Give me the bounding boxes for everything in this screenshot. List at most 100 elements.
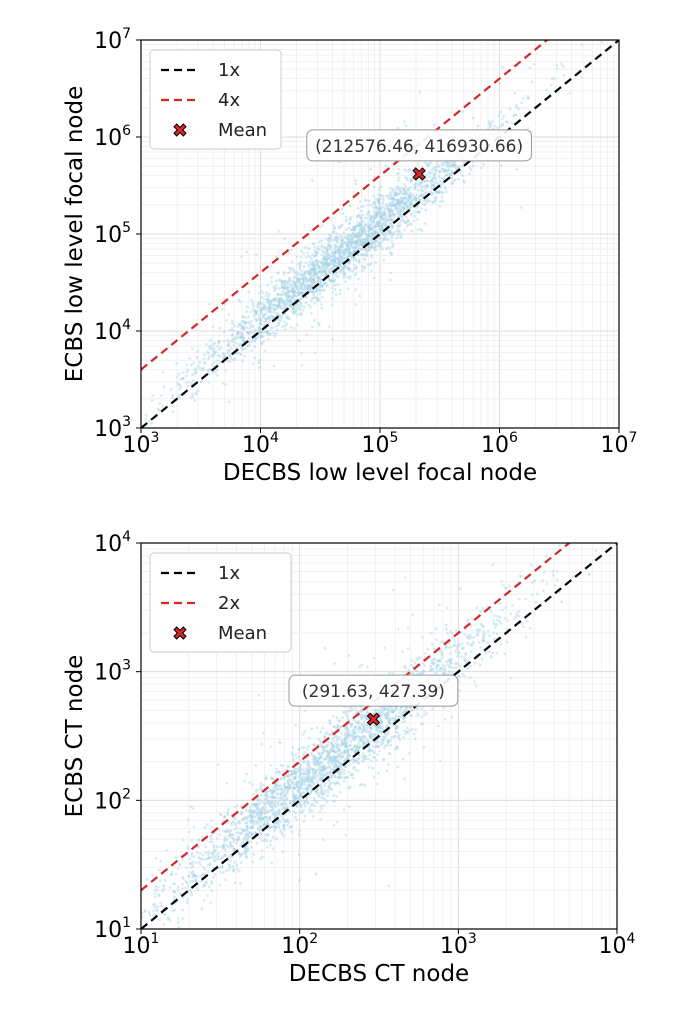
scatter-point: [462, 646, 465, 650]
scatter-point: [243, 836, 247, 839]
scatter-point: [375, 744, 379, 748]
scatter-point: [391, 716, 395, 720]
scatter-point: [378, 708, 382, 712]
scatter-point: [239, 812, 243, 816]
scatter-point: [391, 196, 394, 200]
scatter-point: [218, 360, 222, 364]
scatter-point: [322, 748, 325, 752]
scatter-point: [281, 803, 285, 807]
scatter-point: [276, 803, 280, 807]
scatter-point: [333, 255, 336, 258]
legend-label: 1x: [218, 60, 240, 81]
scatter-point: [227, 349, 231, 353]
scatter-point: [382, 199, 385, 202]
scatter-point: [354, 245, 358, 249]
scatter-point: [331, 297, 334, 300]
scatter-point: [336, 781, 339, 785]
scatter-point: [256, 827, 260, 830]
scatter-point: [306, 280, 309, 284]
scatter-point: [360, 248, 363, 252]
scatter-point: [371, 235, 374, 238]
scatter-point: [413, 661, 417, 664]
scatter-point: [334, 236, 338, 239]
scatter-point: [230, 823, 234, 827]
scatter-point: [400, 196, 403, 199]
scatter-point: [369, 219, 373, 223]
scatter-point: [307, 774, 311, 777]
scatter-point: [328, 253, 332, 257]
scatter-point: [386, 708, 390, 712]
scatter-point: [338, 234, 342, 237]
scatter-point: [322, 757, 326, 761]
scatter-point: [456, 651, 460, 655]
scatter-point: [302, 279, 306, 283]
scatter-point: [315, 789, 319, 792]
scatter-point: [238, 821, 242, 825]
scatter-point: [221, 865, 224, 869]
scatter-point: [252, 811, 256, 815]
scatter-point: [190, 893, 194, 897]
scatter-point: [312, 272, 316, 275]
scatter-point: [292, 280, 296, 284]
scatter-point: [321, 792, 325, 796]
scatter-point: [495, 623, 499, 626]
scatter-point: [275, 324, 278, 328]
scatter-point: [446, 663, 450, 667]
scatter-point: [380, 227, 384, 231]
scatter-point: [307, 766, 311, 769]
scatter-point: [318, 285, 322, 289]
scatter-point: [348, 251, 352, 255]
scatter-point: [291, 267, 294, 270]
scatter-point: [315, 768, 318, 772]
scatter-point: [332, 746, 336, 750]
scatter-point: [199, 863, 203, 867]
scatter-point: [312, 278, 316, 281]
scatter-point: [326, 788, 330, 792]
scatter-point: [492, 622, 496, 626]
scatter-point: [440, 167, 444, 171]
scatter-point: [250, 319, 254, 323]
scatter-point: [259, 331, 262, 334]
scatter-point: [524, 636, 528, 639]
scatter-point: [448, 669, 451, 673]
scatter-point: [330, 250, 334, 254]
scatter-point: [327, 779, 331, 783]
scatter-point: [396, 224, 399, 228]
scatter-point: [266, 329, 270, 333]
scatter-point: [233, 860, 237, 864]
scatter-point: [315, 258, 319, 262]
scatter-point: [444, 168, 448, 172]
scatter-point: [363, 735, 366, 739]
scatter-point: [307, 278, 311, 282]
scatter-point: [299, 260, 303, 264]
scatter-point: [178, 383, 182, 387]
scatter-point: [285, 819, 288, 823]
scatter-point: [372, 220, 375, 224]
scatter-point: [409, 179, 413, 183]
scatter-point: [216, 354, 220, 358]
scatter-point: [308, 289, 312, 293]
scatter-point: [366, 236, 369, 240]
scatter-point: [297, 787, 301, 791]
scatter-point: [302, 760, 306, 764]
scatter-point: [372, 756, 376, 759]
scatter-point: [399, 219, 403, 222]
legend-swatch-mean: [173, 123, 187, 137]
scatter-point: [288, 299, 291, 302]
scatter-point: [335, 755, 338, 759]
scatter-point: [257, 693, 261, 697]
scatter-point: [499, 642, 503, 646]
scatter-point: [329, 246, 332, 250]
scatter-point: [320, 244, 324, 247]
scatter-point: [286, 280, 290, 284]
scatter-point: [381, 213, 385, 217]
scatter-point: [379, 221, 383, 225]
scatter-point: [306, 768, 310, 772]
scatter-point: [227, 400, 231, 404]
scatter-point: [430, 668, 434, 671]
scatter-point: [192, 825, 196, 829]
scatter-point: [392, 204, 396, 208]
scatter-point: [369, 241, 373, 245]
scatter-point: [313, 771, 317, 775]
scatter-point: [227, 340, 230, 344]
